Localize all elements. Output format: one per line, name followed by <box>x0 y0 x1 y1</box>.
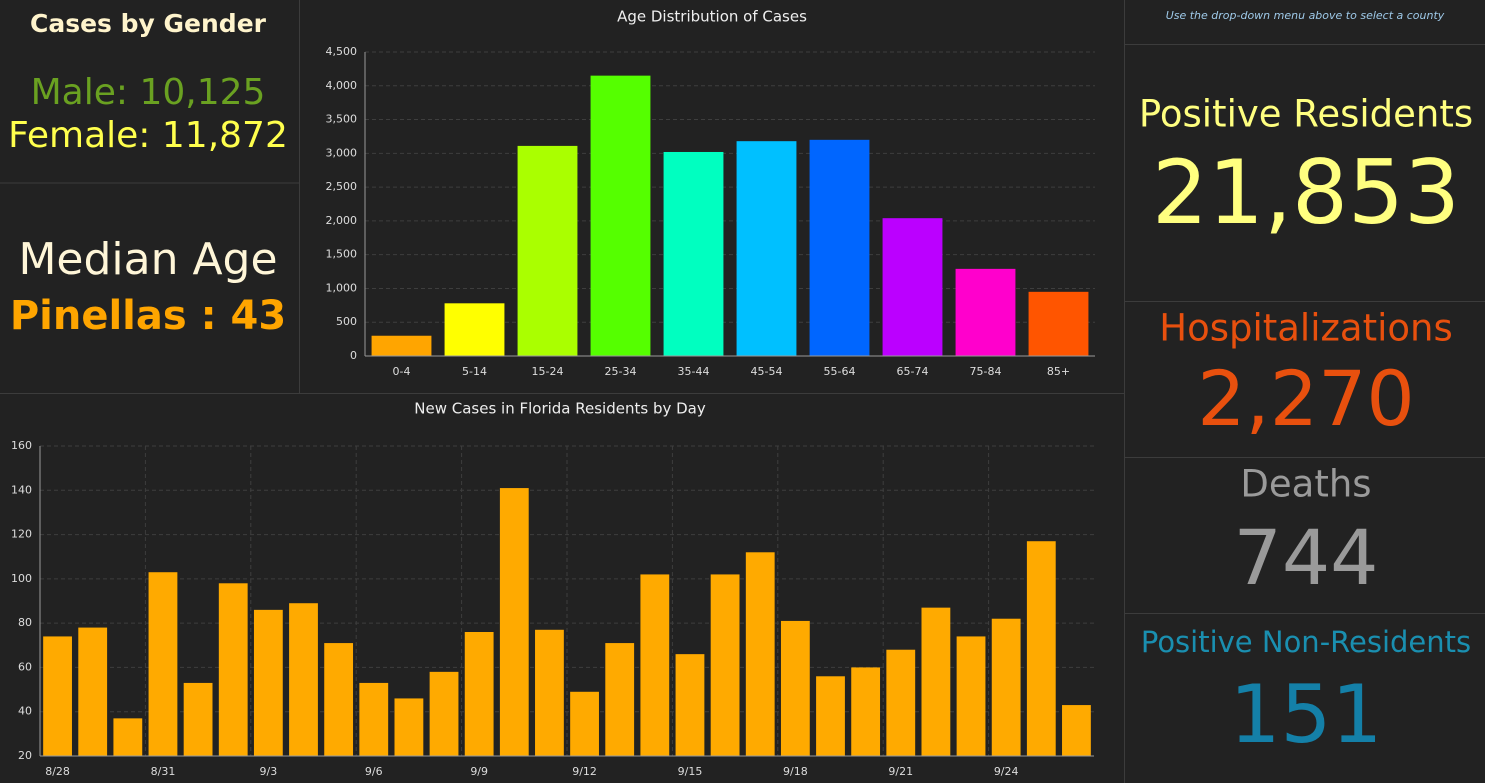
x-tick-label: 65-74 <box>897 365 929 378</box>
bar <box>590 75 651 357</box>
bar <box>736 141 797 356</box>
bar <box>464 632 494 756</box>
bar <box>1026 541 1056 756</box>
bar <box>371 335 432 356</box>
bar <box>886 649 916 756</box>
x-tick-label: 9/6 <box>365 765 383 778</box>
x-tick-label: 25-34 <box>605 365 637 378</box>
x-tick-label: 8/31 <box>151 765 176 778</box>
male-count: Male: 10,125 <box>31 72 266 113</box>
y-tick-label: 160 <box>11 439 32 452</box>
bar <box>429 671 459 756</box>
bar <box>1028 291 1089 356</box>
bar <box>570 691 599 756</box>
y-tick-label: 2,500 <box>326 180 358 193</box>
x-tick-label: 0-4 <box>393 365 411 378</box>
bar <box>359 682 389 756</box>
bar <box>289 603 318 756</box>
bar <box>921 607 951 756</box>
bar <box>882 218 943 356</box>
bar <box>1062 705 1091 756</box>
stat-label: Positive Non-Residents <box>1141 625 1471 659</box>
bar <box>43 636 72 756</box>
y-tick-label: 500 <box>336 315 357 328</box>
bar <box>78 627 108 756</box>
x-tick-label: 75-84 <box>970 365 1002 378</box>
bar <box>851 667 881 756</box>
bar <box>444 303 505 356</box>
x-tick-label: 5-14 <box>462 365 487 378</box>
bar <box>499 488 529 756</box>
bar <box>183 682 213 756</box>
bar <box>816 676 845 756</box>
bar <box>991 618 1021 756</box>
x-tick-label: 9/21 <box>888 765 913 778</box>
x-tick-label: 9/15 <box>678 765 703 778</box>
bar <box>955 268 1016 356</box>
y-tick-label: 2,000 <box>326 214 358 227</box>
y-tick-label: 100 <box>11 572 32 585</box>
y-tick-label: 3,000 <box>326 146 358 159</box>
stat-value: 151 <box>1230 668 1383 761</box>
bar <box>394 698 424 756</box>
median-title: Median Age <box>18 234 277 285</box>
y-tick-label: 120 <box>11 528 32 541</box>
y-tick-label: 3,500 <box>326 113 358 126</box>
instruction: Use the drop-down menu above to select a… <box>1166 9 1445 22</box>
y-tick-label: 4,500 <box>326 45 358 58</box>
bar <box>535 629 564 756</box>
x-tick-label: 9/18 <box>783 765 808 778</box>
bar <box>113 718 143 756</box>
bar <box>956 636 986 756</box>
x-tick-label: 55-64 <box>824 365 856 378</box>
x-tick-label: 9/9 <box>470 765 488 778</box>
bar <box>148 572 178 756</box>
y-tick-label: 0 <box>350 349 357 362</box>
x-tick-label: 9/24 <box>994 765 1019 778</box>
bar <box>218 583 248 756</box>
stat-value: 744 <box>1233 513 1378 602</box>
y-tick-label: 4,000 <box>326 79 358 92</box>
stat-label: Deaths <box>1240 463 1371 506</box>
bar <box>605 643 635 756</box>
bar <box>640 574 670 756</box>
y-tick-label: 60 <box>18 660 32 673</box>
y-tick-label: 1,000 <box>326 281 358 294</box>
x-tick-label: 8/28 <box>45 765 70 778</box>
bar <box>253 609 283 756</box>
stat-value: 21,853 <box>1152 141 1460 244</box>
y-tick-label: 1,500 <box>326 248 358 261</box>
bar <box>675 654 705 756</box>
x-tick-label: 15-24 <box>532 365 564 378</box>
bar <box>780 620 810 756</box>
y-tick-label: 20 <box>18 749 32 762</box>
gender-title: Cases by Gender <box>30 9 267 38</box>
y-tick-label: 40 <box>18 705 32 718</box>
y-tick-label: 80 <box>18 616 32 629</box>
x-tick-label: 85+ <box>1047 365 1070 378</box>
bar <box>809 139 870 356</box>
x-tick-label: 9/3 <box>260 765 278 778</box>
chart-title: New Cases in Florida Residents by Day <box>414 400 706 418</box>
bar <box>663 151 724 356</box>
x-tick-label: 45-54 <box>751 365 783 378</box>
stat-label: Positive Residents <box>1139 93 1473 136</box>
x-tick-label: 35-44 <box>678 365 710 378</box>
median-value: Pinellas : 43 <box>10 293 286 339</box>
bar <box>324 643 354 756</box>
stat-label: Hospitalizations <box>1159 307 1453 350</box>
chart-title: Age Distribution of Cases <box>617 8 807 26</box>
bar <box>710 574 740 756</box>
y-tick-label: 140 <box>11 483 32 496</box>
stat-value: 2,270 <box>1197 354 1415 443</box>
female-count: Female: 11,872 <box>8 115 288 156</box>
x-tick-label: 9/12 <box>572 765 597 778</box>
bar <box>745 552 775 756</box>
bar <box>517 145 578 356</box>
